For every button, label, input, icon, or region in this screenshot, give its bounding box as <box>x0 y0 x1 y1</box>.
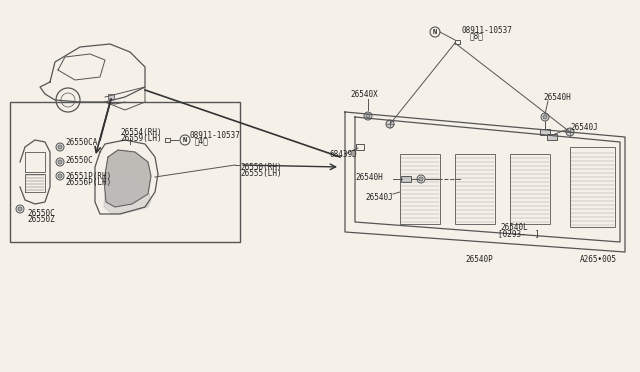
Text: 26540X: 26540X <box>350 90 378 99</box>
Text: 08911-10537: 08911-10537 <box>462 26 513 35</box>
Bar <box>356 144 364 150</box>
Text: 26550Z: 26550Z <box>27 215 55 224</box>
Bar <box>570 147 615 227</box>
Text: 26556P(LH): 26556P(LH) <box>65 177 111 186</box>
Circle shape <box>364 112 372 120</box>
Text: [0293-  ]: [0293- ] <box>498 230 540 238</box>
Circle shape <box>58 145 62 149</box>
Circle shape <box>58 160 62 164</box>
Circle shape <box>566 128 574 136</box>
Text: 26551P(RH): 26551P(RH) <box>65 171 111 180</box>
Text: 26555(LH): 26555(LH) <box>240 169 282 177</box>
Bar <box>540 129 550 135</box>
Polygon shape <box>104 150 151 207</box>
Circle shape <box>56 158 64 166</box>
Text: 26540H: 26540H <box>543 93 571 102</box>
Text: 26540P: 26540P <box>465 254 493 263</box>
Circle shape <box>417 175 425 183</box>
Bar <box>108 94 114 99</box>
Bar <box>456 40 461 44</box>
Circle shape <box>543 115 547 119</box>
Text: 26559(LH): 26559(LH) <box>120 134 162 142</box>
Text: 26540L: 26540L <box>500 222 528 231</box>
Circle shape <box>366 114 370 118</box>
Text: （8）: （8） <box>470 32 484 41</box>
Text: A265•005: A265•005 <box>580 254 617 263</box>
Text: 26540H: 26540H <box>355 173 383 182</box>
Bar <box>455 154 495 224</box>
Text: 26550(RH): 26550(RH) <box>240 163 282 171</box>
Circle shape <box>56 172 64 180</box>
Circle shape <box>386 120 394 128</box>
Circle shape <box>16 205 24 213</box>
Text: 68439D: 68439D <box>330 150 358 158</box>
Circle shape <box>419 177 423 181</box>
Polygon shape <box>104 177 151 214</box>
Circle shape <box>18 207 22 211</box>
Text: 26540J: 26540J <box>365 192 393 202</box>
Bar <box>164 138 170 142</box>
Bar <box>10 102 240 242</box>
Bar <box>510 154 550 224</box>
Bar <box>400 154 440 224</box>
Text: 26550CA: 26550CA <box>65 138 97 147</box>
Text: （4）: （4） <box>195 137 209 145</box>
Circle shape <box>541 113 549 121</box>
Bar <box>401 176 411 182</box>
Text: 08911-10537: 08911-10537 <box>190 131 241 140</box>
Text: 26550C: 26550C <box>27 208 55 218</box>
Text: 26550C: 26550C <box>65 155 93 164</box>
Circle shape <box>56 143 64 151</box>
Text: 26554(RH): 26554(RH) <box>120 128 162 137</box>
Text: 26540J: 26540J <box>570 122 598 131</box>
Text: N: N <box>183 137 187 143</box>
Circle shape <box>58 174 62 178</box>
Bar <box>547 134 557 140</box>
Text: N: N <box>433 29 437 35</box>
